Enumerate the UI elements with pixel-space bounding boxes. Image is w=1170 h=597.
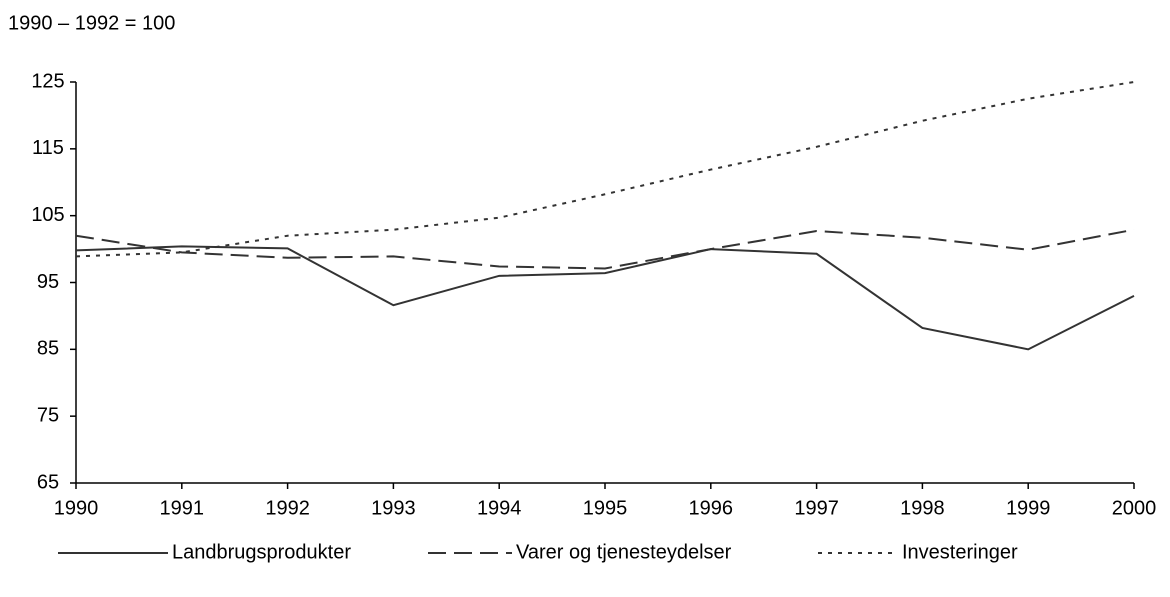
x-tick-label: 2000 [1112,497,1157,519]
x-tick-label: 1997 [794,497,839,519]
series-line [75,245,1135,351]
y-tick-label: 115 [32,137,64,159]
y-tick-label: 75 [37,404,59,426]
x-tick-label: 1991 [160,497,205,519]
x-tick-label: 1998 [900,497,945,519]
y-axis-label: 1990 – 1992 = 100 [8,12,175,34]
x-tick-label: 1996 [689,497,734,519]
y-tick-label: 65 [37,471,59,493]
x-tick-label: 1993 [371,497,416,519]
series-line [75,228,1135,270]
x-tick-label: 1990 [54,497,99,519]
y-tick-label: 95 [37,271,59,293]
x-tick-label: 1992 [265,497,310,519]
x-tick-label: 1994 [477,497,522,519]
y-tick-label: 105 [31,204,64,226]
legend-label: Varer og tjenesteydelser [516,541,732,563]
legend-label: Investeringer [902,541,1018,563]
legend-label: Landbrugsprodukter [172,541,351,563]
y-tick-label: 85 [37,338,59,360]
y-tick-label: 125 [31,70,64,92]
x-tick-label: 1995 [583,497,628,519]
x-tick-label: 1999 [1006,497,1051,519]
series-line [75,81,1135,258]
